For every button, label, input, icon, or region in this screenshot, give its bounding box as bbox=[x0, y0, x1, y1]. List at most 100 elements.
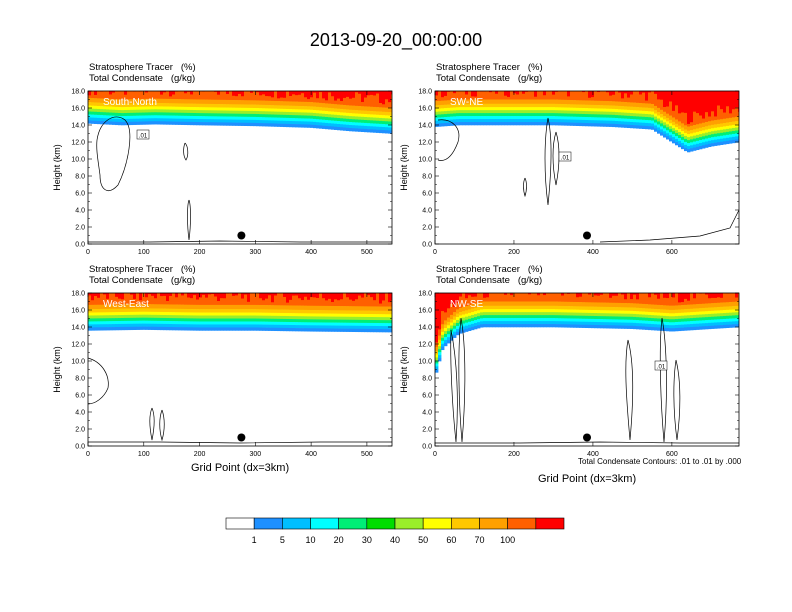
colorbar-box bbox=[451, 517, 480, 530]
condensate-contour bbox=[523, 177, 527, 198]
y-tick-label: 0.0 bbox=[422, 444, 432, 451]
location-marker bbox=[583, 231, 591, 240]
y-tick-label: 2.0 bbox=[75, 225, 85, 232]
colorbar-label: 1 bbox=[252, 535, 257, 545]
condensate-contour bbox=[159, 409, 165, 442]
colorbar-label: 5 bbox=[280, 535, 285, 545]
condensate-contour bbox=[552, 131, 560, 186]
y-tick-label: 16.0 bbox=[71, 106, 85, 113]
y-tick-label: 2.0 bbox=[422, 225, 432, 232]
y-tick-label: 2.0 bbox=[75, 427, 85, 434]
colorbar-label: 20 bbox=[334, 535, 344, 545]
y-tick-label: 10.0 bbox=[418, 359, 432, 366]
y-tick-label: 10.0 bbox=[418, 157, 432, 164]
panel-2: .01 SW-NE 0.0 2.0 4.0 6.0 8.0 10.0 12.0 14.0 16.0 1… bbox=[399, 89, 740, 256]
condensate-contour bbox=[88, 441, 392, 444]
y-tick-label: 8.0 bbox=[75, 376, 85, 383]
contour-label-box bbox=[558, 151, 572, 162]
tracer-field bbox=[88, 91, 392, 243]
x-tick-label: 200 bbox=[194, 249, 206, 256]
colorbar-label: 50 bbox=[418, 535, 428, 545]
tracer-field bbox=[435, 293, 739, 444]
colorbar-label: 100 bbox=[500, 535, 515, 545]
x-tick-label: 0 bbox=[433, 451, 437, 458]
colorbar-box bbox=[310, 517, 339, 530]
colorbar-label: 10 bbox=[305, 535, 315, 545]
colorbar-box bbox=[479, 517, 508, 530]
contour-label: .01 bbox=[139, 134, 148, 140]
panel1-header1: Stratosphere Tracer (%) bbox=[89, 62, 196, 73]
y-tick-label: 4.0 bbox=[422, 208, 432, 215]
x-tick-label: 400 bbox=[305, 249, 317, 256]
x-tick-label: 400 bbox=[305, 451, 317, 458]
location-marker bbox=[237, 231, 246, 240]
panel2-header2: Total Condensate (g/kg) bbox=[436, 73, 543, 84]
condensate-contour bbox=[187, 199, 191, 241]
y-tick-label: 4.0 bbox=[75, 208, 85, 215]
y-tick-label: 16.0 bbox=[418, 106, 432, 113]
y-tick-label: 0.0 bbox=[75, 242, 85, 249]
x-tick-label: 200 bbox=[508, 451, 520, 458]
main-title: 2013-09-20_00:00:00 bbox=[309, 30, 483, 50]
x-tick-label: 600 bbox=[666, 451, 678, 458]
contour-label: .01 bbox=[561, 156, 570, 162]
tracer-field bbox=[88, 293, 392, 444]
panel-label: South-North bbox=[103, 97, 157, 108]
colorbar-box bbox=[366, 517, 396, 530]
condensate-contour bbox=[673, 359, 681, 441]
condensate-contour bbox=[437, 119, 460, 161]
y-tick-label: 10.0 bbox=[71, 359, 85, 366]
colorbar-box bbox=[253, 517, 283, 530]
condensate-contour bbox=[450, 329, 458, 443]
condensate-contour bbox=[458, 317, 466, 443]
colorbar-label: 70 bbox=[474, 535, 484, 545]
condensate-contour bbox=[625, 339, 634, 441]
colorbar-box bbox=[282, 517, 311, 530]
y-tick-label: 12.0 bbox=[418, 140, 432, 147]
y-tick-label: 12.0 bbox=[418, 342, 432, 349]
y-axis-label: Height (km) bbox=[399, 144, 409, 191]
x-tick-label: 400 bbox=[587, 451, 599, 458]
panel-4: .01 NW-SE 0.0 2.0 4.0 6.0 8.0 10.0 12.0 14.0 16.0 1… bbox=[399, 291, 740, 458]
panel4-header1: Stratosphere Tracer (%) bbox=[436, 264, 543, 275]
x-tick-label: 200 bbox=[194, 451, 206, 458]
condensate-contour bbox=[659, 317, 667, 443]
panel3-xlabel: Grid Point (dx=3km) bbox=[191, 462, 290, 474]
x-tick-label: 100 bbox=[138, 451, 150, 458]
colorbar-label: 30 bbox=[362, 535, 372, 545]
y-tick-label: 16.0 bbox=[71, 308, 85, 315]
x-tick-label: 0 bbox=[86, 451, 90, 458]
y-tick-label: 8.0 bbox=[75, 174, 85, 181]
y-tick-label: 6.0 bbox=[75, 191, 85, 198]
y-tick-label: 18.0 bbox=[71, 291, 85, 298]
condensate-contour bbox=[149, 407, 155, 441]
y-axis-label: Height (km) bbox=[52, 346, 62, 393]
x-tick-label: 500 bbox=[361, 451, 373, 458]
condensate-contour bbox=[88, 357, 109, 405]
y-tick-label: 4.0 bbox=[422, 410, 432, 417]
contour-label-box bbox=[136, 129, 150, 140]
x-tick-label: 300 bbox=[249, 451, 261, 458]
y-tick-label: 2.0 bbox=[422, 427, 432, 434]
y-tick-label: 14.0 bbox=[71, 123, 85, 130]
panel-label: SW-NE bbox=[450, 97, 483, 108]
colorbar-label: 40 bbox=[390, 535, 400, 545]
y-tick-label: 14.0 bbox=[418, 325, 432, 332]
location-marker bbox=[237, 433, 246, 442]
panel3-header2: Total Condensate (g/kg) bbox=[89, 275, 196, 286]
condensate-contour bbox=[599, 209, 739, 243]
condensate-contour bbox=[435, 441, 739, 444]
colorbar: 1 5 10 20 30 40 50 60 70 100 bbox=[225, 517, 565, 545]
panel1-header2: Total Condensate (g/kg) bbox=[89, 73, 196, 84]
contour-label: .01 bbox=[657, 365, 666, 371]
x-tick-label: 400 bbox=[587, 249, 599, 256]
y-tick-label: 18.0 bbox=[418, 89, 432, 96]
x-tick-label: 0 bbox=[433, 249, 437, 256]
condensate-contour bbox=[88, 240, 392, 243]
y-tick-label: 0.0 bbox=[75, 444, 85, 451]
location-marker bbox=[583, 433, 591, 442]
colorbar-box bbox=[225, 517, 255, 530]
colorbar-box bbox=[507, 517, 537, 530]
x-tick-label: 200 bbox=[508, 249, 520, 256]
panel4-xlabel: Grid Point (dx=3km) bbox=[538, 473, 637, 485]
